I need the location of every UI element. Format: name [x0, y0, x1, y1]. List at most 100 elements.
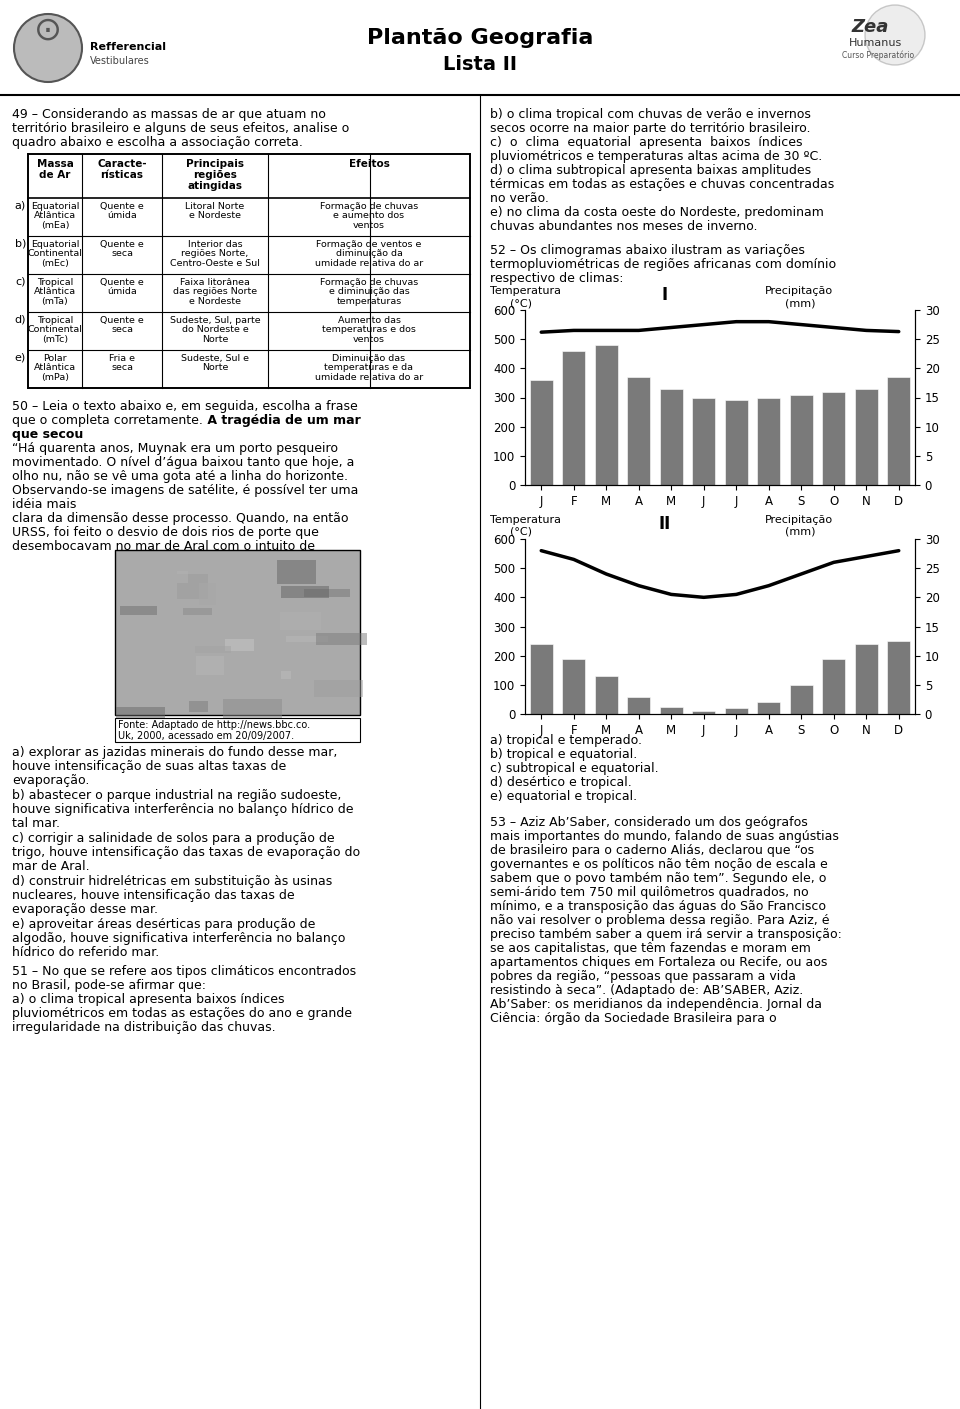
Text: Quente e: Quente e — [100, 240, 144, 249]
Text: clara da dimensão desse processo. Quando, na então: clara da dimensão desse processo. Quando… — [12, 511, 348, 526]
Bar — [789, 395, 813, 485]
Text: mar de Aral.: mar de Aral. — [12, 859, 89, 874]
Bar — [115, 719, 360, 743]
Text: Tropical: Tropical — [36, 278, 73, 287]
Text: úmida: úmida — [108, 211, 137, 220]
Text: evaporação.: evaporação. — [12, 774, 89, 788]
Text: tal mar.: tal mar. — [12, 817, 60, 830]
Text: 51 – No que se refere aos tipos climáticos encontrados: 51 – No que se refere aos tipos climátic… — [12, 965, 356, 978]
Text: 53 – Aziz Ab’Saber, considerado um dos geógrafos: 53 – Aziz Ab’Saber, considerado um dos g… — [490, 816, 807, 828]
Text: Vestibulares: Vestibulares — [90, 56, 150, 66]
Text: evaporação desse mar.: evaporação desse mar. — [12, 903, 158, 916]
Text: a): a) — [14, 201, 26, 211]
Bar — [530, 380, 553, 485]
Text: 50 – Leia o texto abaixo e, em seguida, escolha a frase: 50 – Leia o texto abaixo e, em seguida, … — [12, 400, 358, 413]
Text: mais importantes do mundo, falando de suas angústias: mais importantes do mundo, falando de su… — [490, 830, 839, 843]
Circle shape — [14, 14, 82, 82]
Text: nucleares, houve intensificação das taxas de: nucleares, houve intensificação das taxa… — [12, 889, 295, 902]
Bar — [562, 351, 586, 485]
Text: ⊙: ⊙ — [34, 14, 62, 46]
Bar — [627, 696, 651, 714]
Text: Sudeste, Sul, parte: Sudeste, Sul, parte — [170, 316, 260, 325]
Text: d) desértico e tropical.: d) desértico e tropical. — [490, 776, 632, 789]
Text: resistindo à seca”. (Adaptado de: AB’SABER, Aziz.: resistindo à seca”. (Adaptado de: AB’SAB… — [490, 983, 804, 998]
Text: a) o clima tropical apresenta baixos índices: a) o clima tropical apresenta baixos índ… — [12, 993, 284, 1006]
Text: do Nordeste e: do Nordeste e — [181, 325, 249, 334]
Text: de brasileiro para o caderno Aliás, declarou que “os: de brasileiro para o caderno Aliás, decl… — [490, 844, 814, 857]
Text: que secou: que secou — [12, 428, 84, 441]
Text: úmida: úmida — [108, 287, 137, 296]
Text: hídrico do referido mar.: hídrico do referido mar. — [12, 945, 159, 960]
Text: e) no clima da costa oeste do Nordeste, predominam: e) no clima da costa oeste do Nordeste, … — [490, 206, 824, 218]
Text: Diminuição das: Diminuição das — [332, 354, 405, 364]
Bar — [854, 644, 878, 714]
Bar — [165, 558, 196, 569]
Bar — [887, 641, 910, 714]
Text: das regiões Norte: das regiões Norte — [173, 287, 257, 296]
Text: e aumento dos: e aumento dos — [333, 211, 404, 220]
Bar — [854, 389, 878, 485]
Text: se aos capitalistas, que têm fazendas e moram em: se aos capitalistas, que têm fazendas e … — [490, 943, 811, 955]
Text: mínimo, e a transposição das águas do São Francisco: mínimo, e a transposição das águas do Sã… — [490, 900, 826, 913]
Text: d): d) — [14, 316, 26, 325]
Text: (mTc): (mTc) — [42, 335, 68, 344]
Text: Faixa litorânea: Faixa litorânea — [180, 278, 250, 287]
Text: c) subtropical e equatorial.: c) subtropical e equatorial. — [490, 762, 659, 775]
Text: regiões Norte,: regiões Norte, — [181, 249, 249, 258]
Bar — [562, 658, 586, 714]
Text: Ciência: órgão da Sociedade Brasileira para o: Ciência: órgão da Sociedade Brasileira p… — [490, 1012, 777, 1024]
Text: Atlântica: Atlântica — [34, 287, 76, 296]
Text: Centro-Oeste e Sul: Centro-Oeste e Sul — [170, 259, 260, 268]
Text: Aumento das: Aumento das — [338, 316, 400, 325]
Text: Formação de chuvas: Formação de chuvas — [320, 201, 419, 211]
Text: Observando-se imagens de satélite, é possível ter uma: Observando-se imagens de satélite, é pos… — [12, 485, 358, 497]
Bar — [28, 154, 470, 387]
Text: “Há quarenta anos, Muynak era um porto pesqueiro: “Há quarenta anos, Muynak era um porto p… — [12, 442, 338, 455]
Text: Continental: Continental — [28, 249, 83, 258]
Text: Formação de ventos e: Formação de ventos e — [316, 240, 421, 249]
Bar — [204, 644, 240, 655]
Text: seca: seca — [111, 364, 133, 372]
Bar — [660, 389, 683, 485]
Text: rísticas: rísticas — [101, 170, 143, 180]
Text: Sudeste, Sul e: Sudeste, Sul e — [181, 354, 249, 364]
Text: movimentado. O nível d’água baixou tanto que hoje, a: movimentado. O nível d’água baixou tanto… — [12, 457, 354, 469]
Circle shape — [865, 6, 925, 65]
Text: e Nordeste: e Nordeste — [189, 297, 241, 306]
Text: atingidas: atingidas — [187, 180, 243, 192]
Text: Efeitos: Efeitos — [348, 159, 390, 169]
Text: Equatorial: Equatorial — [31, 201, 79, 211]
Text: diminuição da: diminuição da — [336, 249, 402, 258]
Text: e diminuição das: e diminuição das — [328, 287, 409, 296]
Text: b): b) — [14, 240, 26, 249]
Text: Fonte: Adaptado de http://news.bbc.co.: Fonte: Adaptado de http://news.bbc.co. — [118, 720, 310, 730]
Text: Tropical: Tropical — [36, 316, 73, 325]
Text: sabem que o povo também não tem”. Segundo ele, o: sabem que o povo também não tem”. Segund… — [490, 872, 827, 885]
Text: I: I — [662, 286, 668, 304]
Text: Lista II: Lista II — [443, 55, 517, 75]
Bar — [207, 597, 249, 620]
Bar — [594, 676, 618, 714]
Text: (mEc): (mEc) — [41, 259, 69, 268]
Bar — [200, 693, 258, 704]
Text: Polar: Polar — [43, 354, 67, 364]
Bar — [306, 638, 337, 658]
Text: II: II — [659, 516, 671, 533]
Text: a) explorar as jazidas minerais do fundo desse mar,: a) explorar as jazidas minerais do fundo… — [12, 745, 337, 759]
Bar — [692, 712, 715, 714]
Text: b) o clima tropical com chuvas de verão e invernos: b) o clima tropical com chuvas de verão … — [490, 108, 811, 121]
Bar — [303, 672, 350, 695]
Text: Fria e: Fria e — [109, 354, 135, 364]
Text: pobres da região, “pessoas que passaram a vida: pobres da região, “pessoas que passaram … — [490, 969, 796, 983]
Text: preciso também saber a quem irá servir a transposição:: preciso também saber a quem irá servir a… — [490, 929, 842, 941]
Text: Precipitação: Precipitação — [765, 286, 833, 296]
Text: umidade relativa do ar: umidade relativa do ar — [315, 259, 423, 268]
Text: (mPa): (mPa) — [41, 373, 69, 382]
Text: d) construir hidrelétricas em substituição às usinas: d) construir hidrelétricas em substituiç… — [12, 875, 332, 888]
Text: Quente e: Quente e — [100, 316, 144, 325]
Bar — [246, 595, 304, 616]
Text: (mm): (mm) — [785, 527, 815, 537]
Text: trigo, houve intensificação das taxas de evaporação do: trigo, houve intensificação das taxas de… — [12, 845, 360, 859]
Bar — [143, 562, 185, 586]
Text: Humanus: Humanus — [849, 38, 901, 48]
